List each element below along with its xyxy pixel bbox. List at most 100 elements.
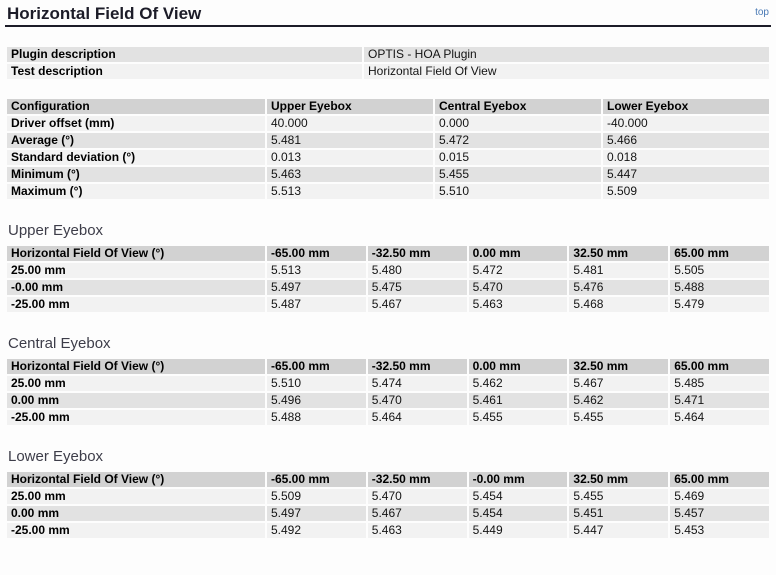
- value-cell: 5.462: [468, 376, 568, 391]
- value-cell: 5.487: [267, 297, 366, 312]
- value-cell: 5.470: [367, 393, 467, 408]
- value-cell: 5.485: [670, 376, 769, 391]
- measurement-row: -25.00 mm 5.488 5.464 5.455 5.455 5.464: [7, 410, 769, 425]
- row-label-cell: Driver offset (mm): [7, 116, 265, 131]
- row-label-cell: 25.00 mm: [7, 376, 265, 391]
- column-header-cell: -32.50 mm: [367, 246, 467, 261]
- row-label-cell: -25.00 mm: [7, 297, 265, 312]
- value-cell: 5.463: [267, 167, 433, 182]
- configuration-header-row: Configuration Upper Eyebox Central Eyebox L…: [7, 99, 769, 114]
- value-cell: 5.488: [670, 280, 769, 295]
- value-cell: 5.454: [468, 506, 568, 521]
- value-cell: 5.447: [603, 167, 769, 182]
- measurement-row: 25.00 mm 5.509 5.470 5.454 5.455 5.469: [7, 489, 769, 504]
- column-header-cell: 32.50 mm: [569, 359, 669, 374]
- value-cell: 5.471: [670, 393, 769, 408]
- value-cell: 5.463: [367, 523, 467, 538]
- description-value-cell: Horizontal Field Of View: [364, 64, 769, 79]
- description-row: Plugin description OPTIS - HOA Plugin: [7, 47, 769, 62]
- column-header-cell: 65.00 mm: [670, 472, 769, 487]
- configuration-table: Configuration Upper Eyebox Central Eyebox L…: [5, 97, 771, 201]
- column-header-cell: -65.00 mm: [267, 359, 366, 374]
- measurement-row: -25.00 mm 5.492 5.463 5.449 5.447 5.453: [7, 523, 769, 538]
- value-cell: 5.455: [569, 410, 669, 425]
- value-cell: 5.453: [670, 523, 769, 538]
- value-cell: 5.462: [569, 393, 669, 408]
- value-cell: 0.000: [435, 116, 601, 131]
- eyebox-sections: Upper Eyebox Horizontal Field Of View (°)…: [5, 222, 771, 540]
- value-cell: 5.497: [267, 280, 366, 295]
- column-header-cell: -65.00 mm: [267, 246, 366, 261]
- value-cell: 5.463: [468, 297, 568, 312]
- column-header-cell: -32.50 mm: [367, 359, 467, 374]
- value-cell: 5.481: [569, 263, 669, 278]
- row-label-cell: -25.00 mm: [7, 410, 265, 425]
- top-link[interactable]: top: [755, 7, 769, 18]
- value-cell: 5.461: [468, 393, 568, 408]
- value-cell: 5.455: [569, 489, 669, 504]
- value-cell: 5.447: [569, 523, 669, 538]
- value-cell: 5.457: [670, 506, 769, 521]
- value-cell: 5.464: [367, 410, 467, 425]
- section-heading: Upper Eyebox: [8, 222, 104, 239]
- column-header-cell: 0.00 mm: [468, 359, 568, 374]
- value-cell: 0.018: [603, 150, 769, 165]
- value-cell: 5.472: [468, 263, 568, 278]
- value-cell: 5.449: [468, 523, 568, 538]
- column-header-cell: Horizontal Field Of View (°): [7, 359, 265, 374]
- column-header-cell: -32.50 mm: [367, 472, 467, 487]
- value-cell: 5.510: [435, 184, 601, 199]
- value-cell: 5.513: [267, 184, 433, 199]
- configuration-row: Average (°) 5.481 5.472 5.466: [7, 133, 769, 148]
- value-cell: 40.000: [267, 116, 433, 131]
- eyebox-header-row: Horizontal Field Of View (°) -65.00 mm -32…: [7, 359, 769, 374]
- column-header-cell: Configuration: [7, 99, 265, 114]
- eyebox-table: Horizontal Field Of View (°) -65.00 mm -32…: [5, 357, 771, 427]
- eyebox-header-row: Horizontal Field Of View (°) -65.00 mm -32…: [7, 246, 769, 261]
- row-label-cell: -0.00 mm: [7, 280, 265, 295]
- measurement-row: 0.00 mm 5.496 5.470 5.461 5.462 5.471: [7, 393, 769, 408]
- column-header-cell: 32.50 mm: [569, 472, 669, 487]
- row-label-cell: -25.00 mm: [7, 523, 265, 538]
- column-header-cell: Horizontal Field Of View (°): [7, 246, 265, 261]
- configuration-row: Minimum (°) 5.463 5.455 5.447: [7, 167, 769, 182]
- value-cell: 5.510: [267, 376, 366, 391]
- value-cell: 5.455: [435, 167, 601, 182]
- eyebox-table: Horizontal Field Of View (°) -65.00 mm -32…: [5, 470, 771, 540]
- value-cell: 5.505: [670, 263, 769, 278]
- value-cell: 5.509: [603, 184, 769, 199]
- section-heading: Central Eyebox: [8, 335, 111, 352]
- value-cell: 5.451: [569, 506, 669, 521]
- value-cell: 5.476: [569, 280, 669, 295]
- measurement-row: -25.00 mm 5.487 5.467 5.463 5.468 5.479: [7, 297, 769, 312]
- value-cell: 0.013: [267, 150, 433, 165]
- value-cell: 5.470: [367, 489, 467, 504]
- value-cell: 5.513: [267, 263, 366, 278]
- value-cell: 5.469: [670, 489, 769, 504]
- configuration-row: Driver offset (mm) 40.000 0.000 -40.000: [7, 116, 769, 131]
- measurement-row: 25.00 mm 5.513 5.480 5.472 5.481 5.505: [7, 263, 769, 278]
- value-cell: 5.467: [569, 376, 669, 391]
- eyebox-header-row: Horizontal Field Of View (°) -65.00 mm -32…: [7, 472, 769, 487]
- description-value-cell: OPTIS - HOA Plugin: [364, 47, 769, 62]
- value-cell: 0.015: [435, 150, 601, 165]
- column-header-cell: 65.00 mm: [670, 246, 769, 261]
- value-cell: 5.497: [267, 506, 366, 521]
- column-header-cell: -65.00 mm: [267, 472, 366, 487]
- value-cell: 5.480: [367, 263, 467, 278]
- description-label-cell: Plugin description: [7, 47, 362, 62]
- row-label-cell: 0.00 mm: [7, 506, 265, 521]
- value-cell: 5.454: [468, 489, 568, 504]
- value-cell: 5.466: [603, 133, 769, 148]
- column-header-cell: Horizontal Field Of View (°): [7, 472, 265, 487]
- eyebox-table: Horizontal Field Of View (°) -65.00 mm -32…: [5, 244, 771, 314]
- page-title: Horizontal Field Of View: [7, 4, 202, 23]
- value-cell: 5.467: [367, 297, 467, 312]
- row-label-cell: 0.00 mm: [7, 393, 265, 408]
- row-label-cell: Standard deviation (°): [7, 150, 265, 165]
- value-cell: 5.509: [267, 489, 366, 504]
- column-header-cell: Upper Eyebox: [267, 99, 433, 114]
- row-label-cell: Minimum (°): [7, 167, 265, 182]
- column-header-cell: 0.00 mm: [468, 246, 568, 261]
